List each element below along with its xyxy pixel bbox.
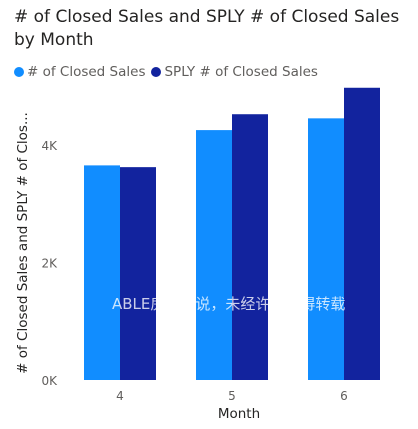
legend: # of Closed Sales SPLY # of Closed Sales: [14, 64, 324, 80]
bar-closed-sales-month-4[interactable]: [84, 165, 120, 380]
x-axis-label: Month: [217, 406, 261, 422]
legend-item-sply-closed-sales[interactable]: SPLY # of Closed Sales: [151, 64, 318, 80]
legend-label-sply-closed-sales: SPLY # of Closed Sales: [164, 64, 318, 80]
y-axis-label: # of Closed Sales and SPLY # of Clos...: [15, 112, 31, 374]
x-tick-label: 6: [340, 389, 348, 403]
y-tick-label: 4K: [41, 139, 58, 153]
legend-swatch-closed-sales: [14, 67, 24, 77]
bar-sply-closed-sales-month-5[interactable]: [232, 114, 268, 380]
legend-label-closed-sales: # of Closed Sales: [27, 64, 146, 80]
watermark: ABLE房市析说，未经许可不得转载: [112, 295, 346, 313]
bar-closed-sales-month-6[interactable]: [308, 118, 344, 380]
y-tick-label: 2K: [41, 256, 58, 270]
legend-item-closed-sales[interactable]: # of Closed Sales: [14, 64, 145, 80]
x-tick-label: 4: [116, 389, 124, 403]
bar-sply-closed-sales-month-6[interactable]: [344, 87, 380, 380]
y-tick-label: 0K: [41, 374, 58, 388]
x-tick-label: 5: [228, 389, 236, 403]
bar-sply-closed-sales-month-4[interactable]: [120, 167, 156, 380]
bar-closed-sales-month-5[interactable]: [196, 130, 232, 380]
legend-swatch-sply-closed-sales: [151, 67, 162, 77]
chart-title: # of Closed Sales and SPLY # of Closed S…: [14, 7, 400, 50]
